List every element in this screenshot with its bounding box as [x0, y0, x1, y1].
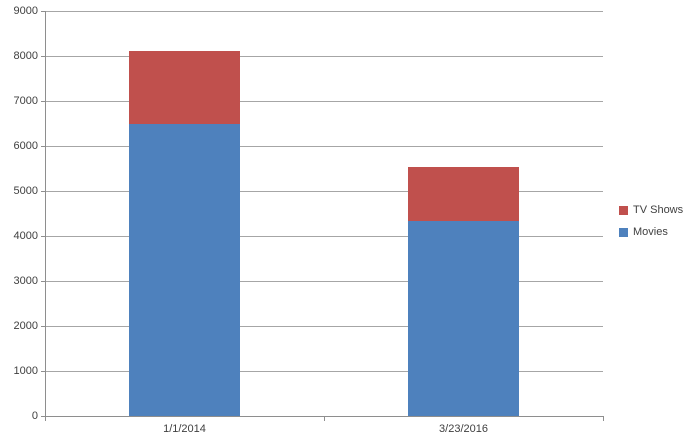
y-tick-mark-2000	[41, 326, 45, 327]
tv-shows-swatch-icon	[619, 205, 628, 215]
y-tick-mark-8000	[41, 56, 45, 57]
gridline-2000	[45, 326, 603, 327]
y-tick-mark-3000	[41, 281, 45, 282]
legend-label: TV Shows	[633, 204, 684, 216]
gridline-3000	[45, 281, 603, 282]
gridline-9000	[45, 11, 603, 12]
gridline-4000	[45, 236, 603, 237]
y-tick-mark-4000	[41, 236, 45, 237]
movies-swatch-icon	[619, 227, 628, 237]
x-axis-line	[45, 416, 604, 417]
y-axis-line	[45, 11, 46, 421]
x-tick-mark-2	[603, 417, 604, 421]
bar-3/23/2016-movies	[408, 220, 519, 416]
y-tick-mark-0	[41, 416, 45, 417]
y-tick-mark-7000	[41, 101, 45, 102]
y-tick-mark-1000	[41, 371, 45, 372]
x-tick-mark-0	[45, 417, 46, 421]
x-category-label-2: 3/23/2016	[439, 423, 488, 435]
y-tick-mark-6000	[41, 146, 45, 147]
plot-area	[45, 11, 603, 416]
y-tick-mark-9000	[41, 11, 45, 12]
bar-1/1/2014-movies	[129, 123, 240, 416]
bar-3/23/2016-tv-shows	[408, 167, 519, 221]
gridline-6000	[45, 146, 603, 147]
gridline-7000	[45, 101, 603, 102]
x-tick-mark-1	[324, 417, 325, 421]
y-tick-mark-5000	[41, 191, 45, 192]
gridline-1000	[45, 371, 603, 372]
gridline-8000	[45, 56, 603, 57]
legend: TV Shows Movies	[619, 199, 683, 243]
gridline-5000	[45, 191, 603, 192]
bar-1/1/2014-tv-shows	[129, 51, 240, 124]
legend-label: Movies	[633, 226, 668, 238]
legend-item-tv-shows: TV Shows	[619, 199, 683, 221]
legend-item-movies: Movies	[619, 221, 683, 243]
x-category-label-1: 1/1/2014	[163, 423, 206, 435]
